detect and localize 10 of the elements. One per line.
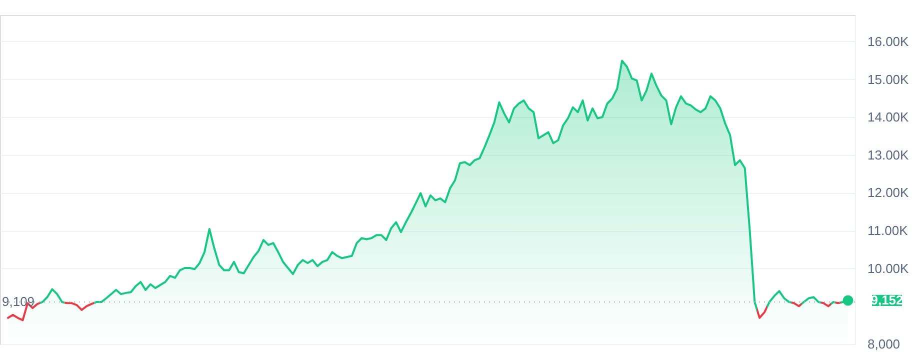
text: 9,152 bbox=[870, 292, 904, 308]
y-tick-label: 11.00K bbox=[868, 223, 908, 238]
ref-line-label: 9,109 bbox=[2, 294, 35, 310]
y-tick-label: 8,000 bbox=[868, 336, 900, 352]
y-tick-label: 16.00K bbox=[868, 34, 910, 49]
y-tick-label: 10.00K bbox=[868, 260, 910, 276]
y-tick-label: 15.00K bbox=[868, 72, 910, 87]
y-tick-label: 14.00K bbox=[868, 110, 910, 125]
y-tick-label: 13.00K bbox=[868, 147, 910, 162]
y-tick-label: 12.00K bbox=[868, 185, 910, 200]
